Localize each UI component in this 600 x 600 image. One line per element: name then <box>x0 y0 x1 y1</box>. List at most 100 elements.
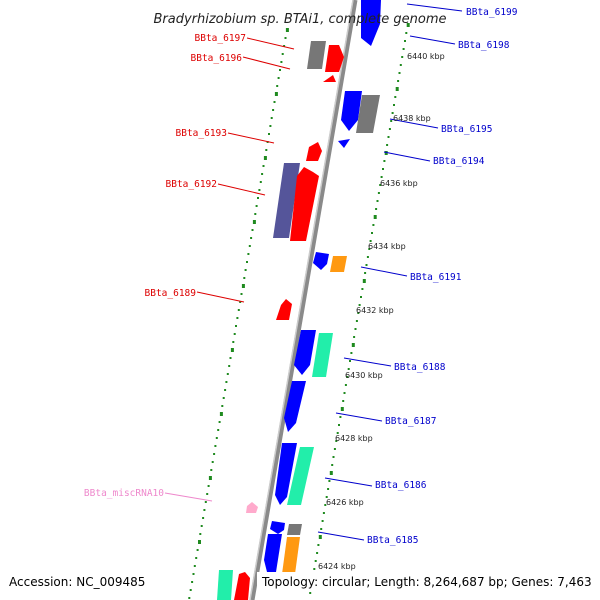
tick-minor <box>195 557 198 559</box>
gene-label[interactable]: BBta_6191 <box>410 272 462 283</box>
tick-minor <box>279 69 281 71</box>
tick-minor <box>257 197 259 199</box>
tick-minor <box>404 40 406 42</box>
kbp-label: 6426 kbp <box>326 498 364 507</box>
gene-bbta-6188 <box>294 330 316 375</box>
tick-minor <box>203 509 206 511</box>
map-title: Bradyrhizobium sp. BTAi1, complete genom… <box>153 12 446 27</box>
tick-minor <box>243 277 246 279</box>
tick-major <box>384 151 388 155</box>
gene-labels-reverse: BBta_6197 BBta_6196 BBta_6193 BBta_6192 … <box>145 33 246 299</box>
tick-major <box>219 412 223 416</box>
tick-minor <box>217 429 220 431</box>
tick-minor <box>188 597 191 599</box>
gene-label[interactable]: BBta_6185 <box>367 535 418 546</box>
tick-major <box>329 471 333 475</box>
gene-bbta-6186 <box>275 443 297 505</box>
gene-label[interactable]: BBta_6196 <box>191 53 243 64</box>
kbp-label: 6436 kbp <box>380 179 418 188</box>
tick-minor <box>262 165 265 167</box>
tick-minor <box>232 341 235 343</box>
tick-minor <box>265 149 268 151</box>
tick-minor <box>343 392 346 394</box>
gene-bottom-red <box>234 572 250 600</box>
gene-bbta-6185-small <box>270 521 285 534</box>
tick-minor <box>372 224 375 226</box>
gene-bbta-6185 <box>264 534 282 572</box>
tick-minor <box>246 261 248 263</box>
gene-label[interactable]: BBta_6189 <box>145 288 197 299</box>
gene-bbta-miscrna10 <box>246 502 258 513</box>
gene-6195-gray <box>356 95 380 133</box>
tick-minor <box>261 173 264 175</box>
tick-minor <box>360 296 362 298</box>
tick-minor <box>324 504 327 506</box>
topology-text: Topology: circular; Length: 8,264,687 bp… <box>261 575 592 589</box>
tick-minor <box>233 333 236 335</box>
tick-minor <box>393 104 395 106</box>
gene-bbta-6187 <box>284 381 306 432</box>
gene-label[interactable]: BBta_6198 <box>458 40 510 51</box>
gene-label[interactable]: BBta_6194 <box>433 156 485 167</box>
tick-minor <box>211 461 214 463</box>
gene-label[interactable]: BBta_6197 <box>195 33 246 44</box>
tick-minor <box>369 240 372 242</box>
tick-major <box>285 28 289 32</box>
tick-minor <box>191 581 194 583</box>
gene-label[interactable]: BBta_6195 <box>441 124 492 135</box>
tick-minor <box>342 400 345 402</box>
tick-minor <box>224 389 227 391</box>
gene-6185-gray <box>287 524 302 535</box>
tick-minor <box>314 560 317 562</box>
tick-minor <box>193 565 196 567</box>
tick-minor <box>239 301 242 303</box>
kbp-label: 6432 kbp <box>356 306 394 315</box>
tick-minor <box>388 128 391 130</box>
tick-minor <box>229 357 232 359</box>
tick-tracks <box>188 23 410 599</box>
tick-major <box>362 279 366 283</box>
tick-minor <box>281 53 284 55</box>
gene-label[interactable]: BBta_6187 <box>385 416 436 427</box>
gene-label[interactable]: BBta_6186 <box>375 480 427 491</box>
tick-major <box>351 343 355 347</box>
gene-bbta-6191 <box>313 252 329 270</box>
gene-label[interactable]: BBta_6192 <box>166 179 217 190</box>
tick-minor <box>398 72 401 74</box>
tick-major <box>318 535 322 539</box>
tick-minor <box>347 368 350 370</box>
tick-minor <box>399 64 402 66</box>
tick-minor <box>354 328 357 330</box>
tick-major <box>373 215 377 219</box>
tick-minor <box>226 373 229 375</box>
tick-minor <box>391 112 394 114</box>
tick-minor <box>247 253 250 255</box>
tick-minor <box>207 485 210 487</box>
gene-bbta-6193 <box>306 142 322 161</box>
tick-minor <box>375 208 378 210</box>
kbp-label: 6428 kbp <box>335 434 373 443</box>
accession-text: Accession: NC_009485 <box>9 575 145 589</box>
tick-minor <box>371 232 373 234</box>
tick-minor <box>402 48 405 50</box>
tick-minor <box>200 525 203 527</box>
gene-small-red <box>323 75 336 82</box>
tick-minor <box>280 61 283 63</box>
gene-label[interactable]: BBta_6193 <box>176 128 227 139</box>
gene-6191-orange <box>330 256 347 272</box>
tick-minor <box>283 45 286 47</box>
gene-label-rna[interactable]: BBta_miscRNA10 <box>84 488 164 499</box>
tick-minor <box>376 200 379 202</box>
tick-minor <box>213 453 216 455</box>
tick-minor <box>206 493 209 495</box>
tick-minor <box>320 528 323 530</box>
tick-minor <box>394 96 397 98</box>
gene-6186-teal <box>287 447 314 505</box>
tick-minor <box>321 520 324 522</box>
kbp-label: 6424 kbp <box>318 562 356 571</box>
genes <box>217 0 381 600</box>
gene-label[interactable]: BBta_6199 <box>466 7 518 18</box>
tick-minor <box>196 549 199 551</box>
gene-label[interactable]: BBta_6188 <box>394 362 446 373</box>
tick-major <box>340 407 344 411</box>
